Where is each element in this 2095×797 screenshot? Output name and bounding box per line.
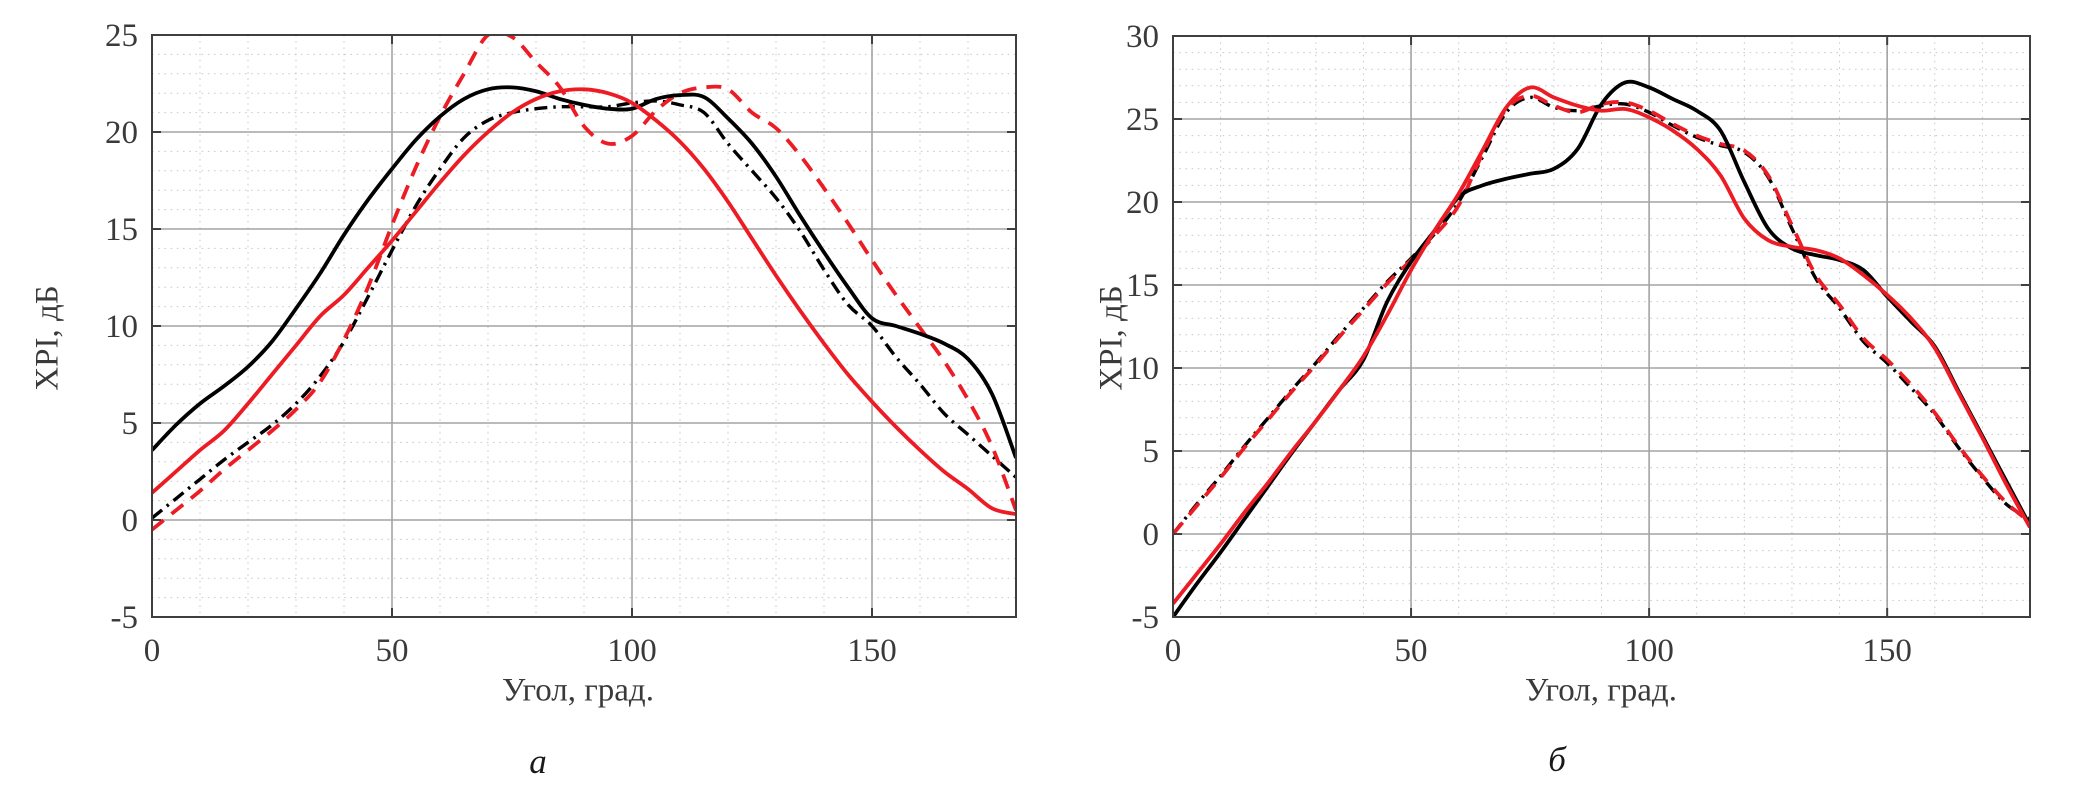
ytick-label-b: 5	[1143, 434, 1160, 470]
ytick-label-b: 15	[1126, 268, 1159, 304]
xtick-label-a: 0	[144, 633, 161, 669]
chart-b-caption: б	[1548, 740, 1566, 779]
figure-b: -5 0 5 10 15 20 25 30 0 50 100 150 XPI, дБ Угол, гр…	[1060, 0, 2095, 797]
chart-b-xlabel: Угол, град.	[1525, 672, 1677, 709]
xtick-label-a: 50	[376, 633, 409, 669]
ytick-label-b: 30	[1126, 19, 1159, 55]
ytick-label-b: 20	[1126, 185, 1159, 221]
ytick-label-b: 25	[1126, 102, 1159, 138]
xtick-label-b: 0	[1165, 633, 1182, 669]
series-red-dashed-b	[1172, 93, 2031, 536]
ytick-label-b: -5	[1132, 600, 1160, 636]
series-red-dashed-a	[151, 34, 1017, 532]
series-black-solid-a	[151, 85, 1017, 459]
ytick-label-a: 15	[105, 212, 138, 248]
chart-a-ylabel: XPI, дБ	[29, 285, 66, 391]
ytick-label-a: 5	[122, 406, 139, 442]
figure-a: -5 0 5 10 15 20 25 0 50 100 150 XPI, дБ Угол, град…	[29, 18, 1017, 781]
ytick-label-a: 25	[105, 18, 138, 54]
ytick-label-a: 10	[105, 309, 138, 345]
series-red-solid-b	[1172, 85, 2031, 605]
series-black-dash-dot-a	[151, 99, 1017, 520]
xtick-label-b: 150	[1862, 633, 1912, 669]
series-red-solid-a	[151, 87, 1017, 517]
xtick-label-b: 100	[1624, 633, 1674, 669]
ytick-label-a: -5	[111, 600, 139, 636]
ytick-label-b: 10	[1126, 351, 1159, 387]
ytick-label-b: 0	[1143, 517, 1160, 553]
xtick-label-a: 150	[847, 633, 897, 669]
xtick-label-a: 100	[607, 633, 657, 669]
chart-a-caption: а	[529, 742, 547, 781]
ytick-label-a: 20	[105, 115, 138, 151]
xtick-label-b: 50	[1395, 633, 1428, 669]
ytick-label-a: 0	[122, 503, 139, 539]
chart-a-xlabel: Угол, град.	[502, 672, 654, 709]
chart-b-ylabel: XPI, дБ	[1093, 285, 1130, 391]
